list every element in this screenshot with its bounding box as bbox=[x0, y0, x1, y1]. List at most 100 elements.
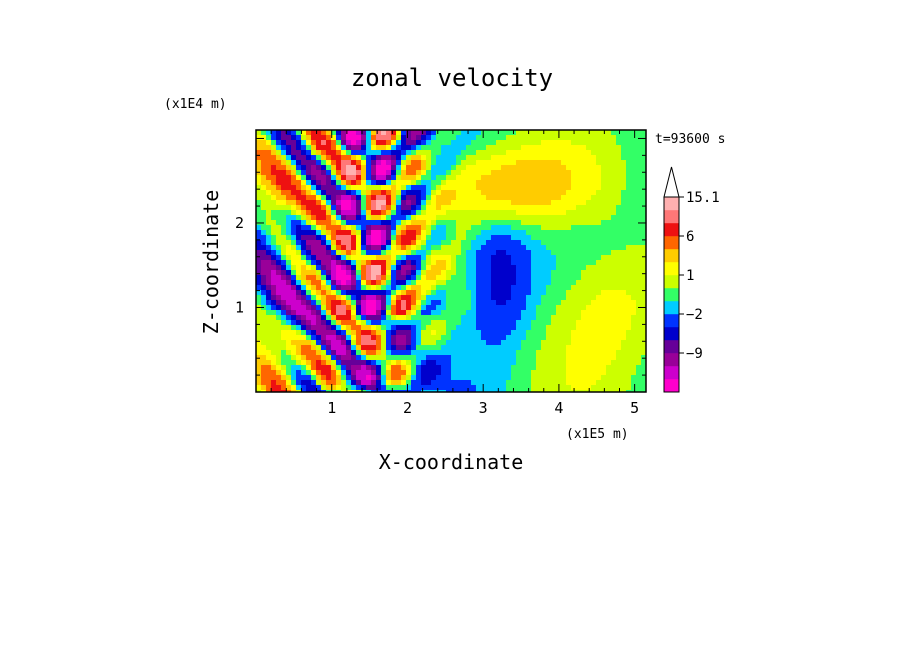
field-cell bbox=[366, 295, 372, 301]
field-cell bbox=[541, 365, 547, 371]
field-cell bbox=[411, 200, 417, 206]
field-cell bbox=[506, 325, 512, 331]
field-cell bbox=[541, 295, 547, 301]
field-cell bbox=[361, 295, 367, 301]
field-cell bbox=[496, 310, 502, 316]
field-cell bbox=[296, 340, 302, 346]
field-cell bbox=[436, 365, 442, 371]
field-cell bbox=[396, 255, 402, 261]
field-cell bbox=[361, 325, 367, 331]
field-cell bbox=[546, 330, 552, 336]
field-cell bbox=[541, 340, 547, 346]
field-cell bbox=[396, 385, 402, 391]
field-cell bbox=[551, 140, 557, 146]
field-cell bbox=[411, 210, 417, 216]
field-cell bbox=[621, 355, 627, 361]
field-cell bbox=[511, 320, 517, 326]
field-cell bbox=[436, 285, 442, 291]
field-cell bbox=[586, 220, 592, 226]
field-cell bbox=[351, 320, 357, 326]
field-cell bbox=[551, 230, 557, 236]
field-cell bbox=[276, 210, 282, 216]
field-cell bbox=[331, 160, 337, 166]
field-cell bbox=[616, 330, 622, 336]
field-cell bbox=[326, 205, 332, 211]
field-cell bbox=[486, 390, 492, 393]
field-cell bbox=[316, 225, 322, 231]
field-cell bbox=[276, 265, 282, 271]
field-cell bbox=[441, 185, 447, 191]
field-cell bbox=[306, 155, 312, 161]
field-cell bbox=[301, 340, 307, 346]
field-cell bbox=[586, 130, 592, 136]
field-cell bbox=[571, 245, 577, 251]
field-cell bbox=[456, 215, 462, 221]
field-cell bbox=[281, 230, 287, 236]
field-cell bbox=[336, 225, 342, 231]
field-cell bbox=[406, 205, 412, 211]
field-cell bbox=[426, 380, 432, 386]
field-cell bbox=[526, 315, 532, 321]
field-cell bbox=[346, 285, 352, 291]
field-cell bbox=[256, 275, 262, 281]
field-cell bbox=[621, 150, 627, 156]
field-cell bbox=[261, 195, 267, 201]
field-cell bbox=[266, 325, 272, 331]
field-cell bbox=[481, 245, 487, 251]
field-cell bbox=[641, 280, 647, 286]
field-cell bbox=[546, 230, 552, 236]
field-cell bbox=[441, 195, 447, 201]
field-cell bbox=[371, 240, 377, 246]
field-cell bbox=[601, 370, 607, 376]
field-cell bbox=[606, 185, 612, 191]
field-cell bbox=[591, 345, 597, 351]
field-cell bbox=[426, 270, 432, 276]
field-cell bbox=[571, 365, 577, 371]
field-cell bbox=[431, 270, 437, 276]
field-cell bbox=[321, 230, 327, 236]
field-cell bbox=[316, 275, 322, 281]
field-cell bbox=[606, 370, 612, 376]
field-cell bbox=[406, 155, 412, 161]
field-cell bbox=[331, 300, 337, 306]
field-cell bbox=[441, 230, 447, 236]
field-cell bbox=[441, 295, 447, 301]
field-cell bbox=[331, 385, 337, 391]
field-cell bbox=[456, 350, 462, 356]
field-cell bbox=[531, 165, 537, 171]
field-cell bbox=[416, 235, 422, 241]
field-cell bbox=[501, 265, 507, 271]
field-cell bbox=[506, 215, 512, 221]
field-cell bbox=[316, 180, 322, 186]
field-cell bbox=[326, 185, 332, 191]
field-cell bbox=[411, 155, 417, 161]
field-cell bbox=[631, 325, 637, 331]
field-cell bbox=[491, 380, 497, 386]
field-cell bbox=[561, 375, 567, 381]
field-cell bbox=[606, 345, 612, 351]
field-cell bbox=[601, 160, 607, 166]
field-cell bbox=[616, 140, 622, 146]
field-cell bbox=[556, 215, 562, 221]
field-cell bbox=[456, 305, 462, 311]
field-cell bbox=[481, 170, 487, 176]
field-cell bbox=[416, 275, 422, 281]
field-cell bbox=[621, 330, 627, 336]
field-cell bbox=[491, 245, 497, 251]
field-cell bbox=[421, 250, 427, 256]
field-cell bbox=[496, 330, 502, 336]
field-cell bbox=[616, 340, 622, 346]
field-cell bbox=[381, 230, 387, 236]
field-cell bbox=[561, 390, 567, 393]
field-cell bbox=[401, 195, 407, 201]
field-cell bbox=[571, 200, 577, 206]
field-cell bbox=[506, 275, 512, 281]
field-cell bbox=[606, 235, 612, 241]
field-cell bbox=[296, 225, 302, 231]
field-cell bbox=[456, 185, 462, 191]
field-cell bbox=[386, 185, 392, 191]
field-cell bbox=[536, 375, 542, 381]
field-cell bbox=[621, 385, 627, 391]
field-cell bbox=[491, 310, 497, 316]
field-cell bbox=[361, 265, 367, 271]
